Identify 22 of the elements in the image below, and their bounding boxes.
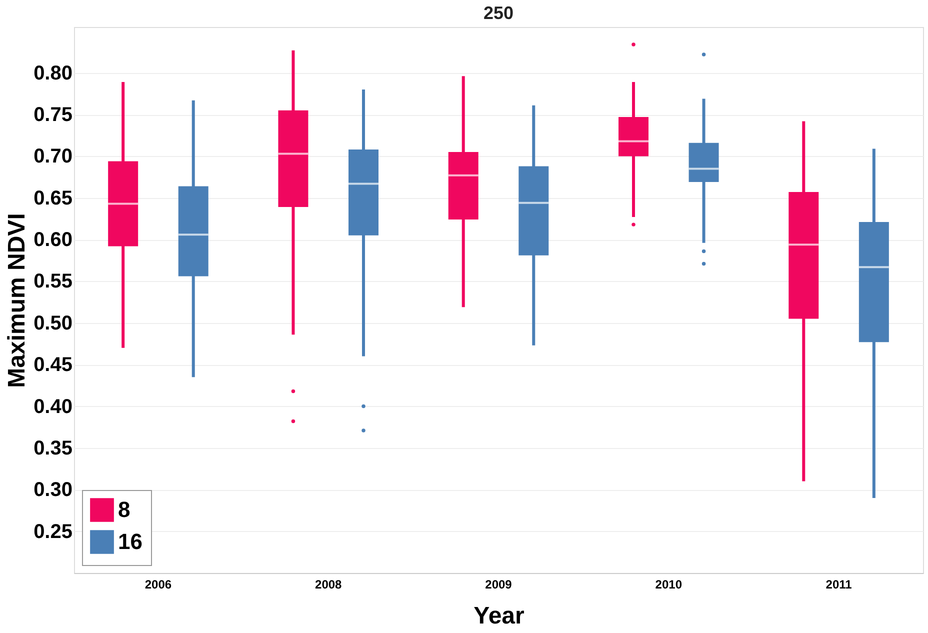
y-tick-label: 0.60 xyxy=(34,229,72,252)
x-axis-title: Year xyxy=(474,602,524,630)
y-tick-label: 0.40 xyxy=(34,396,72,418)
y-tick-label: 0.65 xyxy=(34,187,72,210)
x-tick-label: 2008 xyxy=(315,578,342,592)
y-tick-label: 0.45 xyxy=(34,354,72,376)
y-tick-label: 0.35 xyxy=(34,437,72,460)
y-tick-label: 0.75 xyxy=(34,104,72,126)
x-tick-label: 2006 xyxy=(144,578,172,592)
y-tick-label: 0.25 xyxy=(34,520,72,543)
x-tick-label: 2011 xyxy=(826,578,852,592)
x-tick-label: 2009 xyxy=(485,578,512,592)
legend-label: 8 xyxy=(118,497,130,522)
chart-title: 250 xyxy=(483,3,514,23)
y-tick-label: 0.80 xyxy=(34,62,72,84)
y-tick-label: 0.30 xyxy=(34,479,72,502)
x-tick-label: 2010 xyxy=(655,578,682,592)
y-tick-label: 0.50 xyxy=(34,312,72,334)
y-tick-label: 0.55 xyxy=(34,270,72,293)
legend-label: 16 xyxy=(118,529,142,554)
y-axis-title: Maximum NDVI xyxy=(4,213,31,388)
y-tick-label: 0.70 xyxy=(34,146,72,168)
